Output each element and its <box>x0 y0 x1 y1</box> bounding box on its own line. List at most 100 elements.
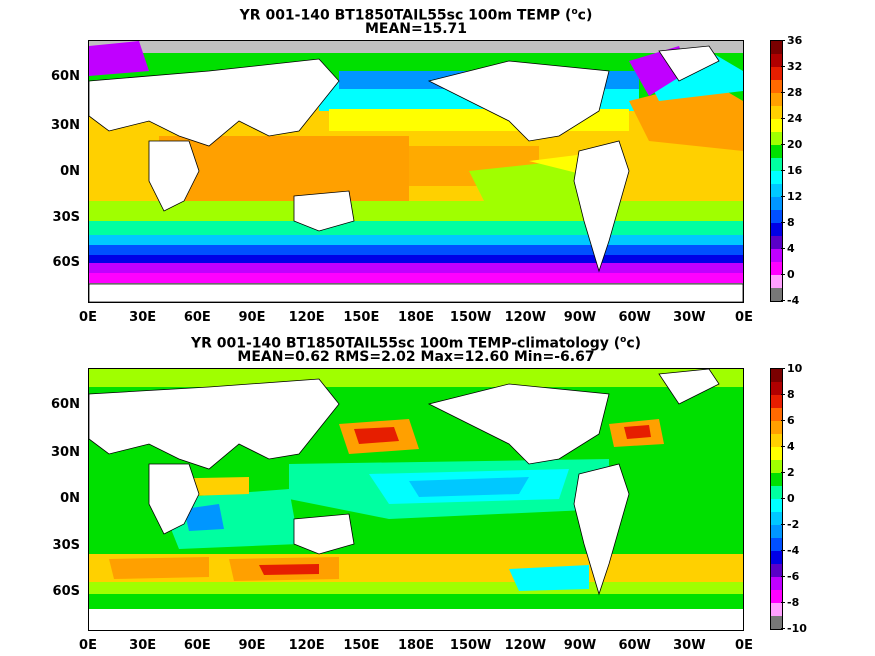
colorbar-segment <box>771 184 782 197</box>
colorbar-segment <box>771 223 782 236</box>
lon-label: 0E <box>79 310 97 325</box>
colorbar-tick <box>781 602 785 603</box>
colorbar-segment <box>771 564 782 577</box>
top-panel-subtitle: MEAN=15.71 <box>364 21 468 37</box>
colorbar-segment <box>771 421 782 434</box>
lon-label: 0E <box>79 638 97 653</box>
colorbar-tick <box>781 144 785 145</box>
colorbar-tick <box>781 524 785 525</box>
colorbar-label: 4 <box>787 440 795 453</box>
colorbar-tick <box>781 248 785 249</box>
lon-label: 90E <box>238 638 266 653</box>
colorbar-segment <box>771 171 782 184</box>
colorbar-tick <box>781 498 785 499</box>
lon-label: 180E <box>397 638 435 653</box>
colorbar-segment <box>771 538 782 551</box>
colorbar-label: 16 <box>787 164 803 177</box>
lon-label: 90E <box>238 310 266 325</box>
bottom-panel-subtitle: MEAN=0.62 RMS=2.02 Max=12.60 Min=-6.67 <box>237 349 595 365</box>
colorbar-label: -6 <box>787 570 800 583</box>
colorbar-label: 8 <box>787 216 795 229</box>
colorbar-segment <box>771 603 782 616</box>
colorbar-label: -4 <box>787 544 800 557</box>
top-lat-label: 60S <box>52 255 80 270</box>
colorbar-segment <box>771 249 782 262</box>
colorbar-label: 32 <box>787 60 803 73</box>
colorbar-label: -2 <box>787 518 800 531</box>
colorbar-label: 28 <box>787 86 803 99</box>
lon-label: 150E <box>343 638 380 653</box>
colorbar-tick <box>781 300 785 301</box>
colorbar-segment <box>771 525 782 538</box>
colorbar-segment <box>771 262 782 275</box>
top-lat-label: 60N <box>51 69 80 84</box>
bottom-lat-label: 30N <box>51 445 80 460</box>
colorbar-tick <box>781 170 785 171</box>
colorbar-label: 8 <box>787 388 795 401</box>
lon-label: 120E <box>288 638 325 653</box>
colorbar-segment <box>771 158 782 171</box>
colorbar-segment <box>771 473 782 486</box>
colorbar-segment <box>771 395 782 408</box>
colorbar-segment <box>771 512 782 525</box>
bottom-lat-label: 60N <box>51 397 80 412</box>
lon-label: 150E <box>343 310 380 325</box>
lon-label: 30E <box>129 638 157 653</box>
top-lat-label: 30N <box>51 118 80 133</box>
colorbar-segment <box>771 590 782 603</box>
colorbar-tick <box>781 550 785 551</box>
colorbar-tick <box>781 576 785 577</box>
colorbar-tick <box>781 274 785 275</box>
lon-label: 150W <box>449 638 492 653</box>
colorbar-tick <box>781 368 785 369</box>
top-lat-label: 30S <box>52 210 80 225</box>
colorbar-label: -4 <box>787 294 800 307</box>
colorbar-segment <box>771 132 782 145</box>
top-map <box>88 40 744 303</box>
lon-label: 30E <box>129 310 157 325</box>
colorbar-segment <box>771 80 782 93</box>
bottom-colorbar <box>770 368 783 630</box>
lon-label: 60E <box>183 310 211 325</box>
lon-label: 0E <box>735 638 753 653</box>
bottom-lat-label: 60S <box>52 584 80 599</box>
lon-label: 150W <box>449 310 492 325</box>
colorbar-segment <box>771 288 782 301</box>
colorbar-segment <box>771 486 782 499</box>
lon-label: 60W <box>618 310 651 325</box>
bottom-lat-label: 30S <box>52 538 80 553</box>
colorbar-segment <box>771 499 782 512</box>
colorbar-tick <box>781 446 785 447</box>
colorbar-segment <box>771 275 782 288</box>
colorbar-tick <box>781 118 785 119</box>
colorbar-tick <box>781 196 785 197</box>
bottom-panel-title: YR 001-140 BT1850TAIL55sc 100m TEMP-clim… <box>190 335 642 352</box>
colorbar-segment <box>771 145 782 158</box>
colorbar-segment <box>771 382 782 395</box>
colorbar-tick <box>781 222 785 223</box>
colorbar-label: 4 <box>787 242 795 255</box>
colorbar-label: 2 <box>787 466 795 479</box>
lon-label: 60W <box>618 638 651 653</box>
colorbar-segment <box>771 447 782 460</box>
colorbar-label: -8 <box>787 596 800 609</box>
lon-label: 90W <box>563 638 597 653</box>
colorbar-segment <box>771 369 782 382</box>
colorbar-label: 6 <box>787 414 795 427</box>
colorbar-tick <box>781 394 785 395</box>
top-colorbar <box>770 40 783 302</box>
colorbar-label: 0 <box>787 492 795 505</box>
colorbar-segment <box>771 106 782 119</box>
colorbar-segment <box>771 577 782 590</box>
lon-label: 120E <box>288 310 325 325</box>
colorbar-label: 10 <box>787 362 803 375</box>
colorbar-label: 12 <box>787 190 803 203</box>
colorbar-segment <box>771 434 782 447</box>
colorbar-label: 36 <box>787 34 803 47</box>
lon-label: 30W <box>673 638 706 653</box>
colorbar-segment <box>771 616 782 629</box>
top-lat-label: 0N <box>60 164 80 179</box>
colorbar-segment <box>771 210 782 223</box>
colorbar-segment <box>771 54 782 67</box>
colorbar-tick <box>781 40 785 41</box>
